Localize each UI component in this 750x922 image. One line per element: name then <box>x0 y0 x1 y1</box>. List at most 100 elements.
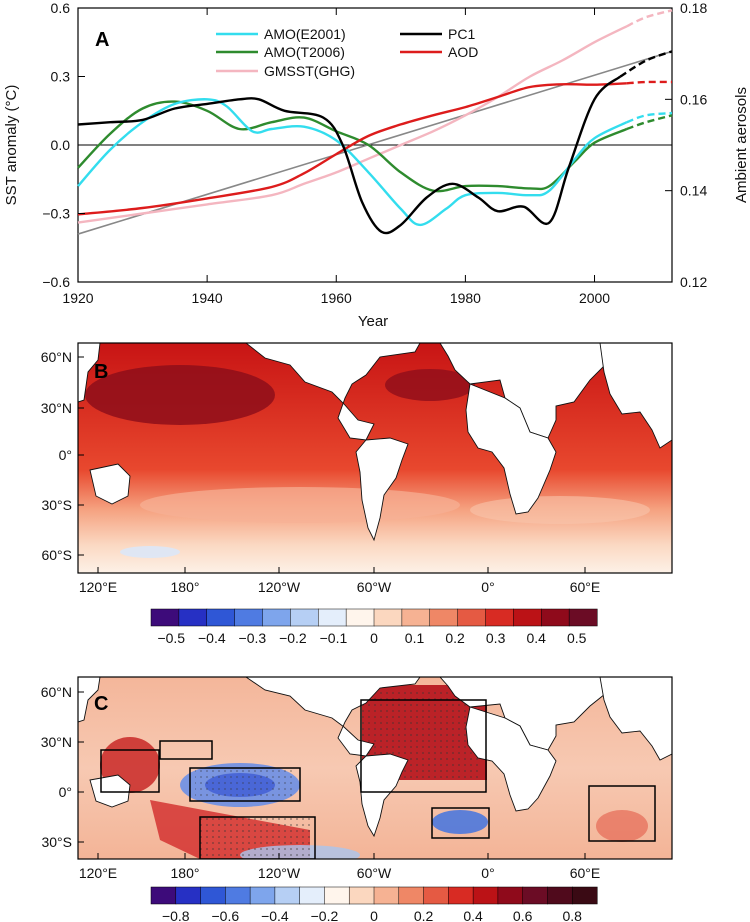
south-america <box>355 753 409 838</box>
colorbar-swatch <box>373 608 403 627</box>
colorbar-tick-label: 0.4 <box>463 908 483 922</box>
lon-tick-label: 180° <box>171 579 200 595</box>
colorbar-tick-label: 0.4 <box>526 630 546 646</box>
series-line-amo-t2006 <box>77 100 628 193</box>
lat-tick-label: 0° <box>59 784 72 800</box>
lon-tick-label: 120°E <box>79 579 117 595</box>
colorbar-swatch <box>150 608 180 627</box>
panel-b-land <box>78 343 672 542</box>
colorbar-swatch <box>547 886 573 905</box>
panel-b-label: B <box>94 361 108 383</box>
y-tick-label: 0.0 <box>51 137 71 153</box>
colorbar-swatch <box>175 886 202 905</box>
stipple-south-pacific <box>200 818 310 858</box>
colorbar-tick-label: −0.2 <box>279 630 307 646</box>
colorbar-tick-label: −0.3 <box>239 630 267 646</box>
lon-tick-label: 180° <box>171 865 200 881</box>
panel-c-region-boxes <box>100 699 656 859</box>
box-west-pacific <box>100 749 160 793</box>
lat-tick-label: 30°S <box>41 834 72 850</box>
colorbar-tick-label: 0.8 <box>562 908 582 922</box>
series-projection-amo-e2001 <box>626 111 673 124</box>
box-north-pacific <box>159 740 213 760</box>
x-tick-label: 2000 <box>579 290 610 306</box>
series-projection-gmsst-ghg <box>626 9 673 28</box>
colorbar-swatch <box>324 886 350 905</box>
colorbar-tick-label: −0.6 <box>212 908 240 922</box>
box-south-atlantic <box>431 807 490 839</box>
colorbar-swatch <box>448 886 474 905</box>
series-line-aod <box>77 82 627 216</box>
indian-ocean-warm <box>596 810 648 842</box>
colorbar-tick-label: 0 <box>370 630 378 646</box>
colorbar-swatch <box>373 886 400 905</box>
africa <box>465 706 557 812</box>
box-central-pacific <box>189 767 301 802</box>
colorbar-tick-label: −0.1 <box>320 630 348 646</box>
panel-a-timeseries: 1920 1940 1960 1980 2000 −0.6 −0.3 0.0 0.3 0.6 0.1… <box>3 0 750 330</box>
x-tick-label: 1920 <box>62 290 93 306</box>
north-pacific-max <box>85 365 275 425</box>
series-line-gmsst-ghg <box>77 25 628 224</box>
legend-label-gmsst: GMSST(GHG) <box>264 63 355 79</box>
colorbar-swatch <box>423 886 449 905</box>
colorbar-swatch <box>457 608 487 627</box>
colorbar-swatch <box>497 886 524 905</box>
lon-tick-label: 0° <box>481 865 494 881</box>
colorbar-swatch <box>485 608 514 627</box>
lon-tick-label: 120°W <box>258 579 301 595</box>
asia-interior <box>599 343 672 449</box>
lon-tick-label: 120°E <box>79 865 117 881</box>
colorbar-swatch <box>206 608 236 627</box>
y-tick-label: −0.6 <box>42 274 70 290</box>
lat-tick-label: 0° <box>59 447 72 463</box>
lon-tick-label: 60°E <box>570 579 601 595</box>
asia-east-coast <box>78 677 101 723</box>
lat-tick-label: 30°N <box>41 734 72 750</box>
lat-tick-label: 30°N <box>41 400 72 416</box>
colorbar-swatch <box>299 886 325 905</box>
y-right-tick-label: 0.16 <box>680 91 707 107</box>
north-america <box>245 677 421 757</box>
legend-label-pc1: PC1 <box>448 26 475 42</box>
colorbar-tick-label: −0.4 <box>261 908 289 922</box>
panel-c-axes: 60°N 30°N 0° 30°S 120°E 180° 120°W 60°W 0° 60°E <box>41 684 601 881</box>
colorbar-swatch <box>568 608 598 627</box>
y-right-tick-label: 0.14 <box>680 183 707 199</box>
series-projection-pc1 <box>619 50 673 78</box>
legend-label-amo-e2001: AMO(E2001) <box>264 26 346 42</box>
panel-b-frame <box>77 342 673 574</box>
north-atlantic-max <box>385 369 475 401</box>
panel-c-colorbar: −0.8 −0.6 −0.4 −0.2 0 0.2 0.4 0.6 0.8 <box>150 886 598 922</box>
series-projection-amo-t2006 <box>626 114 673 131</box>
south-pacific-weak <box>140 487 460 523</box>
colorbar-swatch <box>472 886 499 905</box>
y-right-tick-label: 0.12 <box>680 274 707 290</box>
colorbar-swatch <box>290 608 319 627</box>
y-tick-label: 0.6 <box>51 0 71 16</box>
panel-a-legend: AMO(E2001) AMO(T2006) GMSST(GHG) PC1 AOD <box>216 26 478 79</box>
panel-b-axes: 60°N 30°N 0° 30°S 60°S 120°E 180° 120°W 60°W 0° 60… <box>41 349 601 595</box>
colorbar-tick-label: 0.2 <box>414 908 434 922</box>
colorbar-swatch <box>345 608 375 627</box>
colorbar-swatch <box>541 608 570 627</box>
y-tick-label: −0.3 <box>42 206 70 222</box>
asia-interior <box>599 677 672 761</box>
stipple-central-pacific <box>195 770 295 800</box>
colorbar-swatch <box>429 608 459 627</box>
lat-tick-label: 60°N <box>41 349 72 365</box>
south-indian-weak <box>470 496 650 524</box>
panel-b-colorbar: −0.5 −0.4 −0.3 −0.2 −0.1 0 0.1 0.2 0.3 0.4 0.5 <box>150 608 598 646</box>
colorbar-tick-label: −0.4 <box>198 630 226 646</box>
colorbar-tick-label: 0 <box>370 908 378 922</box>
colorbar-tick-label: 0.6 <box>513 908 533 922</box>
box-indian-ocean <box>588 785 656 842</box>
colorbar-swatch <box>522 886 548 905</box>
colorbar-tick-label: −0.5 <box>157 630 185 646</box>
x-tick-label: 1960 <box>321 290 352 306</box>
panel-b-map: B 60°N 30°N 0° 30°S 60°S 120°E 180° 120°W 60°W 0°… <box>41 342 673 646</box>
colorbar-swatch <box>234 608 264 627</box>
colorbar-swatch <box>348 886 375 905</box>
north-america <box>245 343 421 441</box>
